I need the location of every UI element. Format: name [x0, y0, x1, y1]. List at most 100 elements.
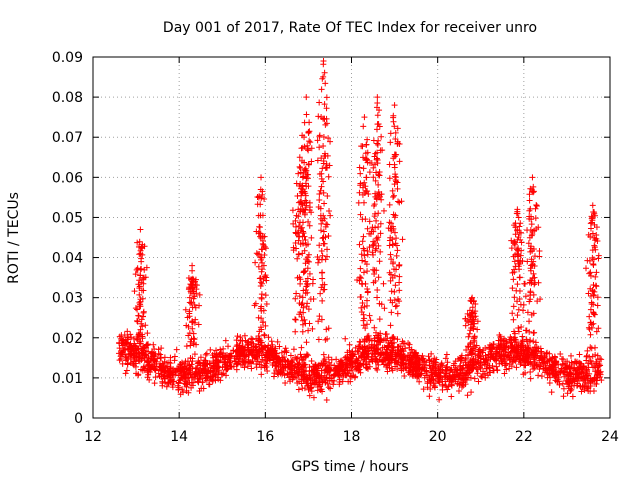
- data-point: [587, 225, 594, 232]
- data-point: [181, 369, 188, 376]
- data-point: [374, 236, 381, 243]
- data-point: [188, 384, 195, 391]
- data-point: [269, 341, 276, 348]
- data-point: [406, 360, 413, 367]
- data-point: [497, 355, 504, 362]
- data-point: [399, 360, 406, 367]
- data-point: [355, 199, 362, 206]
- data-point: [489, 345, 496, 352]
- data-point: [271, 347, 278, 354]
- data-point: [537, 345, 544, 352]
- data-point: [265, 334, 272, 341]
- data-point: [120, 336, 127, 343]
- data-point: [394, 140, 401, 147]
- data-point: [364, 364, 370, 371]
- data-point: [592, 282, 599, 289]
- data-point: [519, 356, 526, 363]
- data-point: [136, 238, 143, 245]
- data-point: [593, 283, 600, 290]
- data-point: [314, 371, 321, 378]
- data-point: [516, 295, 523, 302]
- data-point: [138, 258, 145, 265]
- data-point: [185, 332, 192, 339]
- data-point: [396, 279, 403, 286]
- data-point: [364, 225, 371, 232]
- data-point: [175, 372, 182, 379]
- data-point: [318, 113, 325, 120]
- data-point: [406, 344, 413, 351]
- data-point: [298, 190, 305, 197]
- data-point: [123, 367, 130, 374]
- data-point: [386, 242, 393, 249]
- data-point: [515, 328, 522, 335]
- data-point: [358, 304, 365, 311]
- data-point: [296, 219, 303, 226]
- data-point: [455, 388, 462, 395]
- data-point: [323, 94, 330, 101]
- data-point: [124, 333, 131, 340]
- x-tick-labels: 12 14 16 18 20 22 24: [84, 429, 619, 445]
- data-point: [361, 179, 368, 186]
- data-point: [322, 336, 329, 343]
- data-point: [522, 293, 529, 300]
- data-point: [405, 340, 412, 347]
- data-point: [262, 292, 269, 299]
- data-point: [321, 286, 328, 293]
- data-point: [364, 288, 371, 295]
- data-point: [466, 330, 473, 337]
- data-point: [131, 288, 138, 295]
- data-point: [391, 164, 398, 171]
- data-point: [519, 342, 526, 349]
- data-point: [518, 359, 525, 366]
- data-point: [297, 185, 304, 192]
- y-tick-label: 0.06: [52, 170, 83, 186]
- data-point: [315, 259, 322, 266]
- data-point: [223, 367, 230, 374]
- data-point: [319, 297, 326, 304]
- data-point: [301, 361, 308, 368]
- data-point: [124, 328, 131, 335]
- data-point: [372, 353, 379, 360]
- data-point: [344, 349, 351, 356]
- data-point: [487, 356, 494, 363]
- data-point: [182, 306, 189, 313]
- data-point: [448, 393, 455, 400]
- data-point: [366, 169, 373, 176]
- data-point: [300, 357, 307, 364]
- data-point: [134, 239, 141, 246]
- data-point: [524, 227, 531, 234]
- data-point: [390, 349, 397, 356]
- data-point: [386, 175, 393, 182]
- data-point: [140, 309, 147, 316]
- data-point: [378, 196, 385, 203]
- data-point: [138, 316, 145, 323]
- data-point: [530, 183, 537, 190]
- data-point: [530, 270, 537, 277]
- data-point: [196, 302, 203, 309]
- data-point: [373, 365, 380, 372]
- data-point: [512, 239, 519, 246]
- data-point: [399, 338, 406, 345]
- data-point: [473, 360, 480, 367]
- data-point: [253, 354, 260, 361]
- data-point: [355, 348, 362, 355]
- data-point: [136, 291, 143, 298]
- data-point: [118, 332, 125, 339]
- data-point: [346, 341, 353, 348]
- data-point: [488, 342, 495, 349]
- data-point: [453, 366, 460, 373]
- data-point: [125, 335, 132, 342]
- data-point: [513, 345, 520, 352]
- data-point: [374, 112, 381, 119]
- data-point: [322, 165, 329, 172]
- data-point: [366, 363, 373, 370]
- data-point: [400, 341, 407, 348]
- data-point: [163, 370, 170, 377]
- data-point: [274, 338, 281, 345]
- data-point: [568, 352, 575, 359]
- data-point: [586, 353, 593, 360]
- data-point: [515, 324, 522, 331]
- data-point: [320, 158, 327, 165]
- data-point: [159, 371, 166, 378]
- data-point: [301, 143, 308, 150]
